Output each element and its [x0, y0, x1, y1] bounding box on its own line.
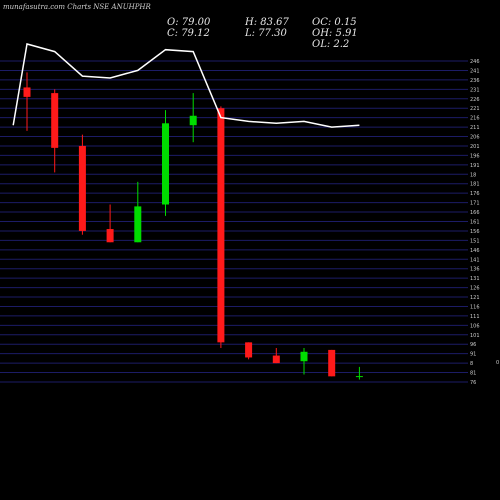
y-tick-label: 231 [470, 87, 480, 93]
high-value: H: 83.67 [245, 17, 289, 28]
oc-value: OC: 0.15 [312, 17, 357, 28]
candle-body [328, 349, 336, 377]
y-tick-label: 126 [470, 286, 480, 292]
ol-value: OL: 2.2 [312, 39, 350, 50]
chart-title: munafasutra.com Charts NSE ANUHPHR [3, 3, 151, 11]
y-tick-label: 106 [470, 323, 480, 329]
y-tick-label: 176 [470, 191, 480, 197]
y-tick-label: 121 [470, 295, 480, 301]
y-tick-label: 236 [470, 78, 480, 84]
candle-body [78, 145, 86, 231]
y-tick-label: 8 [470, 361, 473, 367]
candle-body [51, 93, 59, 148]
y-tick-label: 18 [470, 172, 476, 178]
candle-body [355, 376, 363, 378]
y-tick-label: 81 [470, 371, 476, 377]
y-tick-label: 241 [470, 68, 480, 74]
moving-average-line [12, 43, 360, 128]
y-tick-label: 131 [470, 276, 480, 282]
y-tick-label: 196 [470, 153, 480, 159]
y-tick-label: 216 [470, 116, 480, 122]
y-tick-label: 191 [470, 163, 480, 169]
low-value: L: 77.30 [245, 28, 287, 39]
y-tick-label: 206 [470, 135, 480, 141]
y-tick-label: 156 [470, 229, 480, 235]
y-tick-label: 146 [470, 248, 480, 254]
y-tick-label: 136 [470, 267, 480, 273]
y-tick-label: 76 [470, 380, 476, 386]
y-tick-label: 221 [470, 106, 480, 112]
candle-body [272, 355, 280, 364]
y-tick-label: 181 [470, 182, 480, 188]
right-edge-label: 0 [496, 360, 499, 366]
candle-body [134, 206, 142, 243]
y-tick-label: 226 [470, 97, 480, 103]
y-tick-label: 96 [470, 342, 476, 348]
candle-body [106, 229, 114, 243]
candle-body [23, 87, 31, 97]
y-tick-label: 141 [470, 257, 480, 263]
y-tick-label: 91 [470, 352, 476, 358]
candle-body [217, 108, 225, 343]
y-tick-label: 171 [470, 201, 480, 207]
y-tick-label: 211 [470, 125, 480, 131]
y-tick-label: 161 [470, 220, 480, 226]
candle-body [245, 342, 253, 358]
y-tick-label: 151 [470, 238, 480, 244]
candle-body [162, 123, 169, 205]
y-tick-label: 116 [470, 304, 480, 310]
close-value: C: 79.12 [167, 28, 210, 39]
y-tick-label: 201 [470, 144, 480, 150]
y-tick-label: 111 [470, 314, 480, 320]
y-tick-label: 246 [470, 59, 480, 65]
candle-body [189, 115, 197, 126]
open-value: O: 79.00 [167, 17, 211, 28]
oh-value: OH: 5.91 [312, 28, 358, 39]
candle-body [300, 351, 308, 362]
y-tick-label: 101 [470, 333, 480, 339]
y-tick-label: 166 [470, 210, 480, 216]
